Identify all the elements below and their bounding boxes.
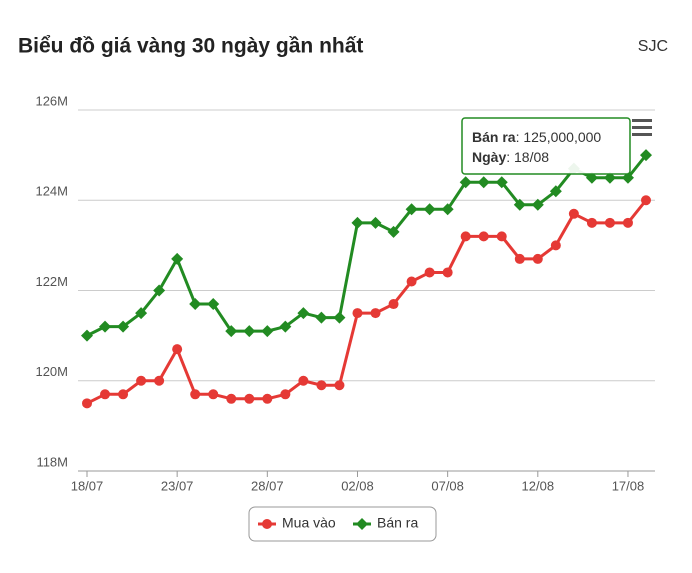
marker	[369, 216, 382, 229]
y-tick-label: 120M	[35, 364, 68, 379]
y-tick-label: 126M	[35, 93, 68, 108]
tooltip-date: 18/08	[514, 149, 549, 165]
marker	[171, 252, 184, 265]
marker	[298, 375, 309, 386]
x-tick-label: 02/08	[341, 478, 374, 493]
marker	[604, 217, 615, 228]
x-tick-label: 28/07	[251, 478, 284, 493]
source-label: SJC	[638, 38, 668, 55]
marker	[261, 325, 274, 338]
marker	[99, 320, 112, 333]
marker	[208, 389, 219, 400]
marker	[189, 298, 202, 311]
y-tick-label: 122M	[35, 274, 68, 289]
marker	[477, 176, 490, 189]
marker	[243, 325, 256, 338]
marker	[568, 208, 579, 219]
series	[82, 195, 651, 409]
marker	[459, 176, 472, 189]
legend-label: Mua vào	[282, 515, 336, 531]
legend-marker	[262, 519, 272, 529]
marker	[118, 389, 129, 400]
marker	[532, 253, 543, 264]
marker	[531, 198, 544, 211]
tooltip-line: Bán ra: 125,000,000	[472, 129, 601, 145]
marker	[370, 308, 381, 319]
marker	[135, 307, 148, 320]
chart-title: Biểu đồ giá vàng 30 ngày gần nhất	[18, 35, 363, 58]
marker	[244, 393, 255, 404]
marker	[478, 231, 489, 242]
tooltip-date-label: Ngày	[472, 149, 506, 165]
marker	[262, 393, 273, 404]
legend-marker	[356, 518, 368, 530]
marker	[225, 325, 238, 338]
x-tick-label: 17/08	[612, 478, 645, 493]
marker	[352, 308, 363, 319]
marker	[442, 267, 453, 278]
tooltip: Bán ra: 125,000,000 Ngày: 18/08	[461, 117, 631, 175]
marker	[388, 299, 399, 310]
marker	[441, 203, 454, 216]
marker	[406, 276, 417, 287]
marker	[334, 380, 345, 391]
x-tick-label: 18/07	[71, 478, 104, 493]
marker	[279, 320, 292, 333]
marker	[82, 398, 92, 409]
series-line	[86, 199, 648, 405]
marker	[117, 320, 130, 333]
y-tick-label: 118M	[36, 454, 68, 469]
legend: Mua vào Bán ra	[258, 515, 418, 531]
marker	[333, 311, 346, 324]
marker	[387, 225, 400, 238]
menu-bar	[632, 133, 652, 136]
menu-bar	[632, 119, 652, 122]
marker	[640, 149, 652, 162]
marker	[136, 375, 147, 386]
marker	[297, 307, 310, 320]
series-line	[86, 154, 648, 337]
marker	[622, 217, 633, 228]
menu-icon[interactable]	[632, 119, 652, 136]
marker	[550, 240, 561, 251]
marker	[495, 176, 508, 189]
x-tick-label: 07/08	[431, 478, 464, 493]
marker	[496, 231, 507, 242]
marker	[460, 231, 471, 242]
marker	[351, 216, 364, 229]
marker	[190, 389, 201, 400]
marker	[153, 284, 166, 297]
x-tick-label: 12/08	[522, 478, 555, 493]
legend-label: Bán ra	[377, 515, 418, 531]
marker	[641, 195, 651, 206]
legend-box	[248, 506, 437, 542]
marker	[226, 393, 237, 404]
marker	[315, 311, 328, 324]
marker	[424, 267, 435, 278]
x-tick-label: 23/07	[161, 478, 194, 493]
menu-bar	[632, 126, 652, 129]
marker	[172, 344, 183, 355]
y-tick-label: 124M	[35, 184, 68, 199]
tooltip-box	[461, 117, 631, 175]
tooltip-series: Bán ra	[472, 129, 516, 145]
marker	[513, 198, 526, 211]
tooltip-value: 125,000,000	[523, 129, 601, 145]
tooltip-line: Ngày: 18/08	[472, 149, 549, 165]
marker	[586, 217, 597, 228]
marker	[207, 298, 220, 311]
marker	[514, 253, 525, 264]
marker	[316, 380, 327, 391]
marker	[405, 203, 418, 216]
marker	[549, 185, 562, 198]
marker	[81, 329, 93, 342]
marker	[423, 203, 436, 216]
marker	[154, 375, 165, 386]
marker	[100, 389, 111, 400]
marker	[280, 389, 291, 400]
